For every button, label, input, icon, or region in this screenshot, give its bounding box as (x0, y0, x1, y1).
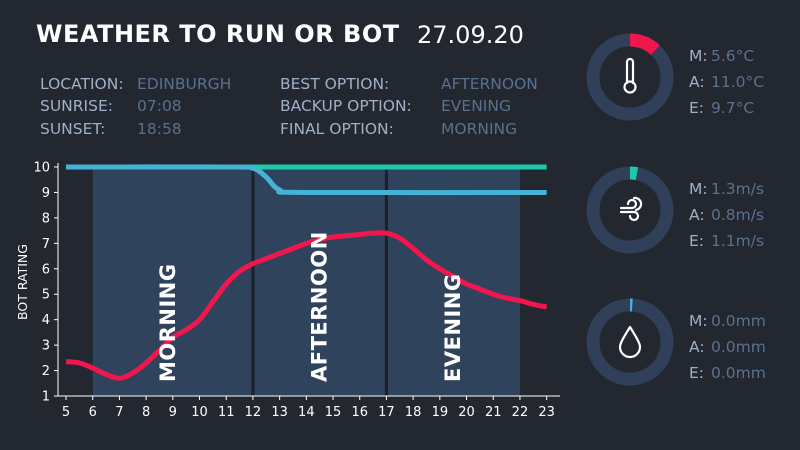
x-tick-label: 12 (245, 405, 262, 420)
thermometer-stem (625, 57, 635, 85)
gauge-row-label: A: (689, 73, 705, 91)
backup-option-value: EVENING (441, 97, 511, 115)
backup-option-value-wrap: EVENING (441, 97, 511, 115)
x-tick-label: 21 (485, 405, 502, 420)
x-tick-label: 9 (169, 405, 177, 420)
gauge-row-value: 9.7°C (711, 99, 754, 117)
x-tick-label: 11 (218, 405, 235, 420)
x-tick-label: 19 (432, 405, 449, 420)
sunset-value-wrap: 18:58 (137, 120, 182, 138)
final-option-value-wrap: MORNING (441, 120, 517, 138)
gauge-0: M: 5.6°C A: 11.0°C E: 9.7°C (586, 33, 764, 121)
best-option-row: BEST OPTION: (280, 75, 389, 93)
x-tick-label: 23 (538, 405, 555, 420)
y-tick-label: 1 (42, 390, 50, 405)
sunrise-value-wrap: 07:08 (137, 97, 182, 115)
y-tick-label: 9 (42, 186, 50, 201)
wind-icon (619, 196, 643, 222)
period-label-evening: EVENING (441, 273, 465, 382)
thermometer-icon (623, 57, 637, 94)
gauge-row-value: 0.8m/s (711, 206, 764, 224)
series-line-1 (66, 164, 547, 196)
gauge-1: M: 1.3m/s A: 0.8m/s E: 1.1m/s (586, 166, 764, 254)
y-tick-label: 5 (42, 288, 50, 303)
wind-stroke-1 (619, 198, 638, 210)
wind-stroke-2 (619, 210, 640, 222)
gauge-row-value: 1.1m/s (711, 232, 764, 250)
x-tick-label: 6 (89, 405, 97, 420)
final-option-value: MORNING (441, 120, 518, 138)
sunset-row: SUNSET: (40, 120, 105, 138)
gauge-row-label: E: (689, 99, 704, 117)
x-tick-label: 20 (458, 405, 475, 420)
gauge-row-value: 1.3m/s (711, 180, 764, 198)
raindrop-shape (618, 325, 642, 359)
x-tick-label: 13 (271, 405, 288, 420)
y-tick-label: 3 (42, 339, 50, 354)
x-tick-label: 10 (191, 405, 208, 420)
gauge-track (586, 298, 674, 386)
gauge-row-label: M: (689, 180, 708, 198)
sunrise-value: 07:08 (137, 97, 182, 115)
x-tick-label: 22 (512, 405, 529, 420)
page-title: WEATHER TO RUN OR BOT (36, 20, 400, 48)
backup-option-label: BACKUP OPTION: (280, 97, 412, 115)
gauge-row-label: E: (689, 232, 704, 250)
x-tick-label: 16 (351, 405, 368, 420)
gauge-row-value: 0.0mm (711, 338, 766, 356)
gauge-track (586, 33, 674, 121)
gauge-row-label: A: (689, 206, 705, 224)
wind-swirl (632, 196, 643, 212)
gauge-row-label: E: (689, 364, 704, 382)
location-value-wrap: EDINBURGH (137, 75, 231, 93)
series-line-2 (65, 230, 548, 381)
sunset-label: SUNSET: (40, 120, 106, 138)
location-row: LOCATION: (40, 75, 124, 93)
x-tick-label: 14 (298, 405, 315, 420)
final-option-label: FINAL OPTION: (280, 120, 394, 138)
x-tick-label: 18 (405, 405, 422, 420)
raindrop-icon (618, 325, 642, 359)
x-tick-label: 17 (378, 405, 395, 420)
y-axis-label: BOT RATING (15, 244, 30, 320)
gauge-fill (629, 166, 639, 181)
gauge-row-label: M: (689, 312, 708, 330)
x-tick-label: 7 (115, 405, 123, 420)
x-tick-label: 15 (325, 405, 342, 420)
gauge-row-value: 11.0°C (711, 73, 764, 91)
best-option-value: AFTERNOON (441, 75, 538, 93)
backup-option-row: BACKUP OPTION: (280, 97, 412, 115)
sunset-value: 18:58 (137, 120, 182, 138)
location-label: LOCATION: (40, 75, 124, 93)
y-tick-label: 6 (42, 262, 50, 277)
sunrise-label: SUNRISE: (40, 97, 113, 115)
gauge-track (586, 166, 674, 254)
gauge-row-value: 0.0mm (711, 312, 766, 330)
x-tick-label: 5 (62, 405, 70, 420)
date-label: 27.09.20 (417, 21, 524, 49)
gauge-row-value: 0.0mm (711, 364, 766, 382)
period-label-afternoon: AFTERNOON (308, 231, 332, 382)
best-option-value-wrap: AFTERNOON (441, 75, 538, 93)
best-option-label: BEST OPTION: (280, 75, 390, 93)
y-tick-label: 10 (33, 161, 50, 176)
y-tick-label: 8 (42, 211, 50, 226)
gauge-fill (629, 33, 660, 56)
y-tick-label: 4 (42, 313, 50, 328)
y-tick-label: 7 (42, 237, 50, 252)
y-tick-label: 2 (42, 364, 50, 379)
period-label-morning: MORNING (156, 263, 180, 382)
final-option-row: FINAL OPTION: (280, 120, 394, 138)
gauge-row-label: M: (689, 47, 708, 65)
location-value: EDINBURGH (137, 75, 232, 93)
period-band-1 (252, 167, 387, 396)
x-tick-label: 8 (142, 405, 150, 420)
gauge-row-value: 5.6°C (711, 47, 754, 65)
gauge-row-label: A: (689, 338, 705, 356)
thermometer-bulb (623, 80, 637, 94)
period-band-2 (386, 167, 520, 396)
sunrise-row: SUNRISE: (40, 97, 113, 115)
